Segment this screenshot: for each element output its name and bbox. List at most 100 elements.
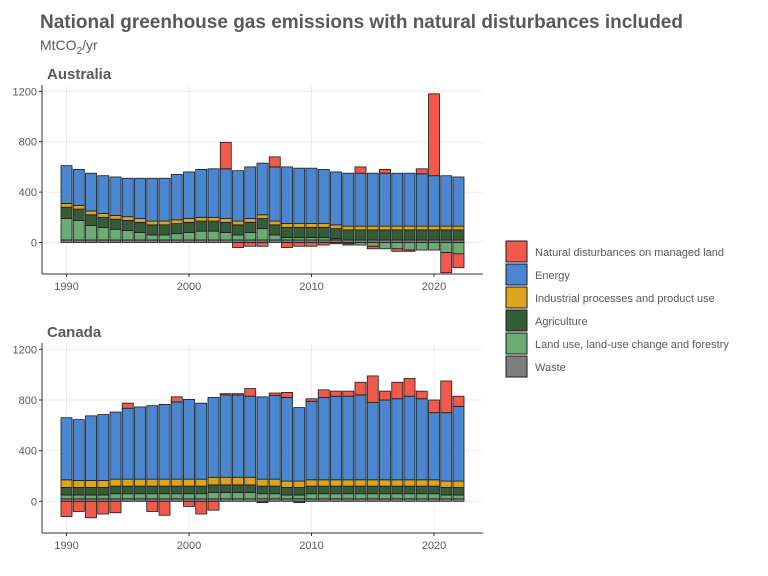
- bar-agriculture-2009: [293, 486, 306, 496]
- bar-industrial-2007: [268, 478, 281, 487]
- bar-industrial-1993: [97, 213, 110, 218]
- bar-energy-2012: [330, 171, 342, 226]
- facet-australia: Australia 0 400 800 1200 1990 2000 2010 2020: [13, 66, 483, 293]
- bar-energy-1998: [158, 404, 171, 480]
- bar-agriculture-2014: [354, 485, 367, 495]
- bar-energy-2003: [219, 168, 232, 219]
- legend-label: Waste: [535, 362, 566, 374]
- bar-lulucf-1996: [134, 232, 146, 241]
- bar-agriculture-1998: [158, 224, 171, 236]
- bar-energy-1994: [109, 176, 122, 216]
- bar-energy-2003: [219, 394, 232, 478]
- bar-lulucf-1997: [146, 493, 159, 500]
- bar-natural_disturbances-2015: [366, 245, 379, 250]
- bar-agriculture-2015: [366, 485, 379, 495]
- bar-lulucf-2016: [379, 242, 391, 250]
- bar-energy-2013: [342, 395, 355, 481]
- bar-natural_disturbances-2011: [317, 242, 330, 246]
- x-tick-label: 2000: [177, 281, 201, 293]
- bar-lulucf-2017: [391, 493, 404, 500]
- bar-natural_disturbances-2016: [379, 169, 391, 174]
- bar-energy-2004: [232, 394, 244, 478]
- bar-industrial-2001: [195, 216, 208, 222]
- bar-agriculture-1999: [170, 485, 183, 495]
- bar-natural_disturbances-2003: [219, 141, 232, 170]
- bar-lulucf-2016: [379, 493, 391, 500]
- bar-natural_disturbances-1990: [60, 500, 73, 517]
- bar-agriculture-2010: [305, 226, 318, 238]
- bar-lulucf-2001: [195, 230, 208, 241]
- y-tick-label: 1200: [13, 344, 37, 356]
- bar-industrial-2020: [428, 225, 440, 231]
- bar-natural_disturbances-2022: [452, 395, 465, 407]
- bar-natural_disturbances-2020: [428, 93, 440, 177]
- bar-lulucf-2008: [281, 494, 293, 500]
- bar-agriculture-2017: [391, 485, 404, 495]
- bar-energy-1996: [134, 406, 146, 480]
- bar-lulucf-2021: [440, 242, 453, 253]
- bar-lulucf-2011: [317, 493, 330, 500]
- bar-agriculture-2004: [232, 484, 244, 493]
- bar-lulucf-2001: [195, 493, 208, 500]
- bar-lulucf-1993: [97, 226, 110, 241]
- legend-label: Natural disturbances on managed land: [535, 247, 724, 259]
- bar-agriculture-2010: [305, 485, 318, 495]
- bar-natural_disturbances-2011: [317, 389, 330, 398]
- bar-lulucf-2003: [219, 492, 232, 500]
- bar-lulucf-1994: [109, 493, 122, 500]
- bar-agriculture-2000: [183, 485, 195, 495]
- bar-agriculture-2011: [317, 226, 330, 238]
- y-tick-label: 800: [19, 137, 37, 149]
- bar-lulucf-2014: [354, 242, 367, 246]
- bar-industrial-2016: [379, 479, 391, 487]
- bar-energy-2002: [207, 397, 220, 478]
- bar-agriculture-1994: [109, 218, 122, 230]
- bar-natural_disturbances-2003: [219, 393, 232, 396]
- bar-lulucf-2022: [452, 242, 465, 255]
- bar-natural_disturbances-2004: [232, 393, 244, 396]
- bar-energy-2018: [403, 395, 416, 481]
- bar-agriculture-2012: [330, 228, 342, 240]
- bar-energy-2022: [452, 176, 465, 227]
- bar-lulucf-2018: [403, 242, 416, 251]
- bar-lulucf-1999: [170, 493, 183, 500]
- bar-industrial-2019: [415, 225, 428, 231]
- bar-industrial-1992: [85, 480, 97, 488]
- bar-agriculture-1996: [134, 221, 146, 233]
- bar-agriculture-2016: [379, 485, 391, 495]
- bar-energy-2015: [366, 172, 379, 227]
- bar-natural_disturbances-1993: [97, 500, 110, 515]
- bar-industrial-2018: [403, 225, 416, 231]
- bar-energy-2004: [232, 170, 244, 222]
- bar-energy-2001: [195, 402, 208, 480]
- facet-label: Australia: [47, 66, 112, 83]
- bar-energy-2016: [379, 172, 391, 227]
- bar-energy-2008: [281, 397, 293, 482]
- bar-energy-2022: [452, 405, 465, 482]
- bar-industrial-2014: [354, 479, 367, 487]
- bar-lulucf-2020: [428, 242, 440, 251]
- x-tick-label: 2010: [299, 281, 323, 293]
- bar-energy-1996: [134, 177, 146, 219]
- legend-item-agriculture: Agriculture: [505, 309, 588, 332]
- bar-industrial-2009: [293, 223, 306, 228]
- facet-label: Canada: [47, 324, 102, 341]
- bar-energy-2013: [342, 172, 355, 227]
- bar-energy-2014: [354, 172, 367, 227]
- bar-energy-2020: [428, 412, 440, 481]
- bar-lulucf-2005: [244, 232, 257, 241]
- bar-energy-2017: [391, 172, 404, 227]
- bar-energy-1998: [158, 177, 171, 222]
- bar-industrial-2002: [207, 476, 220, 486]
- bar-industrial-2002: [207, 216, 220, 222]
- bar-industrial-2004: [232, 476, 244, 486]
- bar-industrial-1998: [158, 478, 171, 487]
- bar-industrial-2003: [219, 476, 232, 486]
- bar-industrial-2012: [330, 224, 342, 230]
- bar-energy-1990: [60, 165, 73, 204]
- legend-item-energy: Energy: [505, 263, 570, 286]
- bar-agriculture-2004: [232, 224, 244, 236]
- bar-energy-2005: [244, 395, 257, 478]
- bar-agriculture-1997: [146, 224, 159, 236]
